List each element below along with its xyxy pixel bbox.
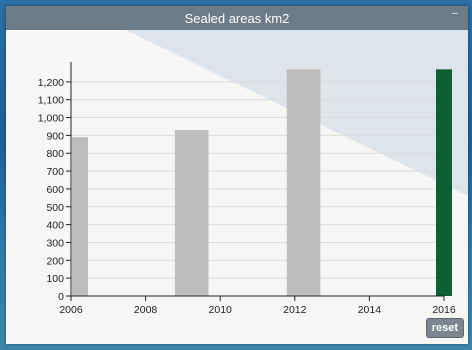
y-tick-label: 100 [46,273,64,285]
x-tick-label: 2014 [358,304,382,316]
y-tick-label: 800 [46,148,64,160]
chart-panel: Sealed areas km2 – 0 100 200 300 400 500 600 70… [6,6,468,344]
reset-button[interactable]: reset [425,318,464,338]
y-tick-label: 1,200 [38,77,64,89]
x-tick-label: 2006 [59,304,83,316]
x-tick-label: 2010 [209,304,233,316]
y-tick-label: 200 [46,255,64,267]
y-tick-label: 1,000 [38,113,64,125]
chart-title: Sealed areas km2 [184,10,290,26]
x-tick-label: 2008 [134,304,158,316]
y-tick-label: 400 [46,220,64,232]
y-tick-label: 900 [46,130,64,142]
y-tick-label: 600 [46,184,64,196]
y-tick-label: 300 [46,237,64,249]
bar-2006 [72,137,88,296]
y-tick-label: 1,100 [38,95,64,107]
panel-titlebar: Sealed areas km2 – [6,6,468,30]
bar-2012 [286,69,321,296]
bar-chart: 0 100 200 300 400 500 600 700 800 900 1,000 1,100 1,… [38,62,456,316]
y-tick-label: 700 [46,166,64,178]
x-tick-label: 2012 [283,304,307,316]
y-tick-label: 0 [58,291,64,303]
minimize-icon[interactable]: – [452,8,458,19]
x-tick-label: 2016 [432,304,456,316]
y-tick-label: 500 [46,202,64,214]
bar-2009 [174,130,209,296]
panel-background [6,30,468,344]
bar-2016 [436,69,452,296]
